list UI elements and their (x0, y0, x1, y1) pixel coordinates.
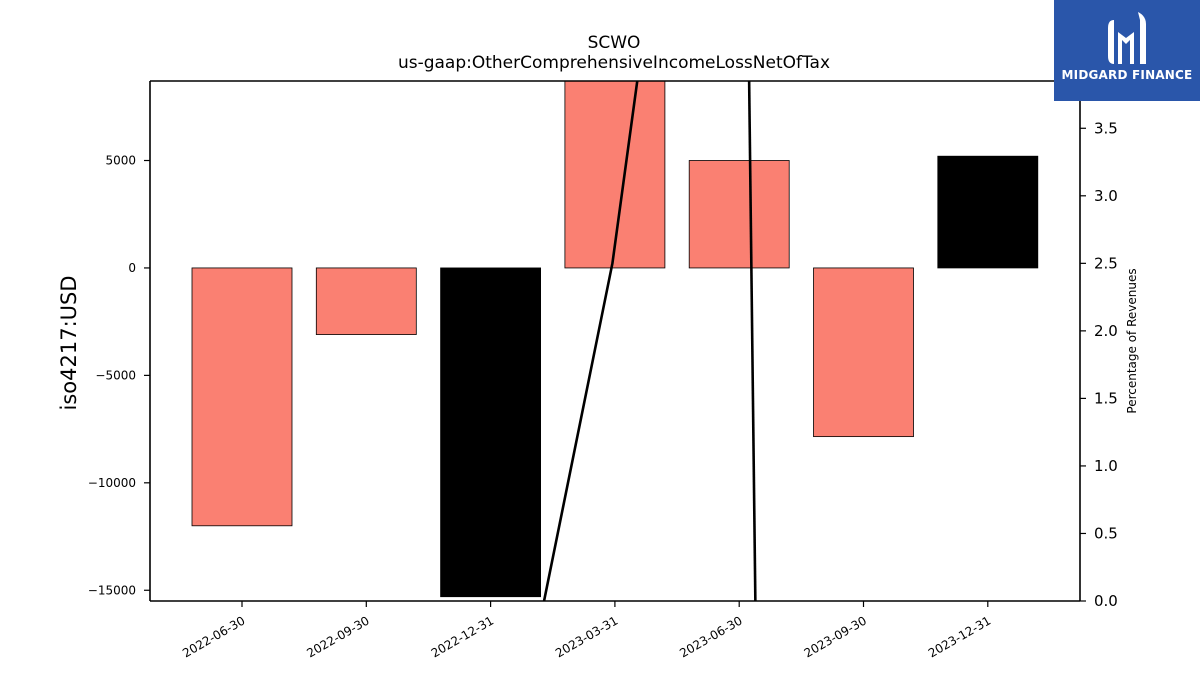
y2-tick-label: 3.0 (1094, 187, 1118, 205)
x-tick-label: 2023-12-31 (926, 613, 993, 660)
x-tick-label: 2023-09-30 (802, 613, 869, 660)
x-tick-label: 2022-12-31 (429, 613, 496, 660)
y2-tick-label: 0.0 (1094, 592, 1118, 610)
x-tick-label: 2022-09-30 (304, 613, 371, 660)
y-tick-label: −15000 (88, 583, 136, 597)
y-tick-label: −10000 (88, 476, 136, 490)
y2-tick-label: 2.5 (1094, 254, 1118, 272)
secondary-line-1 (542, 81, 639, 601)
secondary-line-2 (747, 81, 757, 601)
secondary-lines-layer (542, 81, 757, 601)
y2-tick-label: 0.5 (1094, 524, 1118, 542)
midgard-finance-logo: MIDGARD FINANCE (1054, 0, 1200, 101)
bar-2023-06-30 (688, 160, 790, 269)
y2-tick-label: 2.0 (1094, 322, 1118, 340)
x-tick-label: 2022-06-30 (180, 613, 247, 660)
bar-2022-09-30 (315, 267, 417, 335)
chart-title: SCWO (588, 33, 641, 53)
midgard-logo-icon (1108, 12, 1146, 64)
bar-2023-12-31 (937, 155, 1039, 269)
bar-2022-06-30 (191, 267, 293, 527)
logo-text: MIDGARD FINANCE (1061, 68, 1193, 82)
bar-2022-12-31 (440, 267, 542, 598)
x-tick-label: 2023-06-30 (677, 613, 744, 660)
x-tick-label: 2023-03-31 (553, 613, 620, 660)
chart-subtitle: us-gaap:OtherComprehensiveIncomeLossNetO… (398, 53, 830, 73)
y-tick-label: 5000 (105, 154, 136, 168)
bar-2023-09-30 (813, 267, 914, 438)
y2-tick-label: 1.0 (1094, 457, 1118, 475)
y-tick-label: 0 (128, 261, 136, 275)
y2-tick-label: 1.5 (1094, 389, 1118, 407)
bars-layer (191, 80, 1039, 598)
y-tick-label: −5000 (95, 368, 136, 382)
y2-axis-label: Percentage of Revenues (1125, 268, 1139, 413)
y2-tick-label: 3.5 (1094, 119, 1118, 137)
y-axis-label: iso4217:USD (57, 275, 81, 410)
